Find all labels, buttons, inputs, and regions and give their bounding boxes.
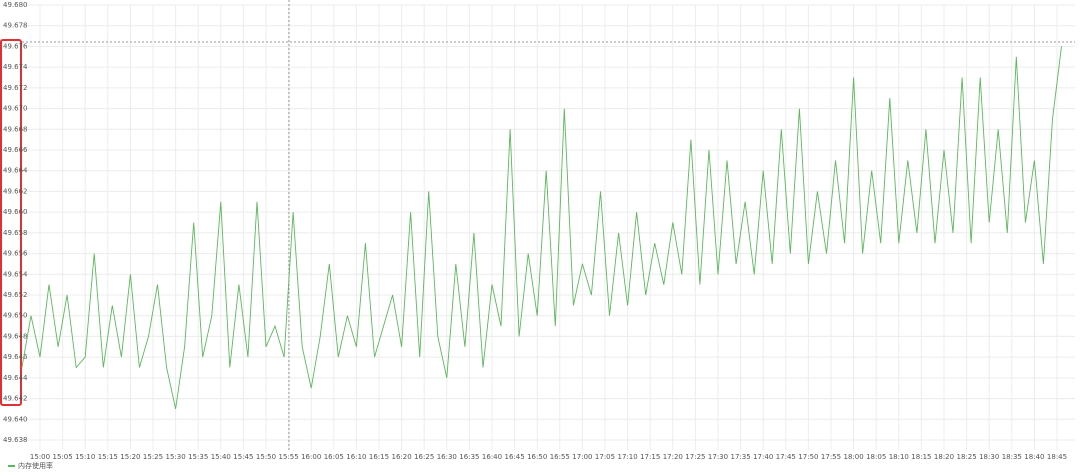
y-tick-label: 49.650 [3,312,28,320]
x-tick-label: 15:10 [75,453,95,461]
x-tick-label: 17:40 [753,453,773,461]
y-tick-label: 49.664 [3,167,28,175]
y-tick-label: 49.672 [3,84,28,92]
x-tick-label: 17:50 [798,453,818,461]
x-tick-label: 16:25 [414,453,434,461]
y-tick-label: 49.668 [3,125,28,133]
legend-label: 内存使用率 [18,461,53,470]
x-tick-label: 16:15 [369,453,389,461]
x-tick-label: 15:05 [53,453,73,461]
x-tick-label: 15:20 [120,453,140,461]
y-tick-label: 49.658 [3,229,28,237]
y-tick-label: 49.648 [3,332,28,340]
y-tick-label: 49.644 [3,374,28,382]
x-tick-label: 17:35 [731,453,751,461]
y-tick-label: 49.642 [3,395,28,403]
x-tick-label: 15:40 [211,453,231,461]
x-tick-label: 17:45 [776,453,796,461]
x-tick-label: 18:05 [866,453,886,461]
x-tick-label: 18:10 [889,453,909,461]
y-tick-label: 49.662 [3,187,28,195]
y-tick-label: 49.678 [3,22,28,30]
x-tick-label: 15:30 [166,453,186,461]
highlight-box [0,39,22,406]
x-tick-label: 17:25 [685,453,705,461]
x-tick-label: 17:15 [640,453,660,461]
y-tick-label: 49.666 [3,146,28,154]
x-tick-label: 17:20 [663,453,683,461]
y-tick-label: 49.674 [3,63,28,71]
x-tick-label: 17:55 [821,453,841,461]
x-tick-label: 16:05 [324,453,344,461]
x-tick-label: 18:30 [979,453,999,461]
x-tick-label: 15:55 [279,453,299,461]
x-tick-label: 16:00 [301,453,321,461]
x-tick-label: 16:20 [392,453,412,461]
x-tick-label: 17:30 [708,453,728,461]
y-tick-label: 49.676 [3,42,28,50]
x-tick-label: 16:55 [550,453,570,461]
x-tick-label: 18:40 [1024,453,1044,461]
x-tick-label: 17:10 [618,453,638,461]
x-tick-label: 15:15 [98,453,118,461]
y-tick-label: 49.640 [3,415,28,423]
y-tick-label: 49.660 [3,208,28,216]
x-tick-label: 15:45 [233,453,253,461]
x-tick-label: 15:00 [30,453,50,461]
y-tick-label: 49.646 [3,353,28,361]
x-tick-label: 17:00 [572,453,592,461]
x-tick-label: 17:05 [595,453,615,461]
x-tick-label: 18:45 [1047,453,1067,461]
x-tick-label: 18:00 [844,453,864,461]
x-tick-label: 16:45 [505,453,525,461]
x-tick-label: 18:25 [957,453,977,461]
y-tick-label: 49.638 [3,436,28,444]
x-tick-label: 15:25 [143,453,163,461]
y-tick-label: 49.652 [3,291,28,299]
y-tick-label: 49.656 [3,250,28,258]
x-tick-label: 16:30 [437,453,457,461]
x-tick-label: 18:35 [1002,453,1022,461]
x-tick-label: 16:50 [527,453,547,461]
x-tick-label: 16:10 [346,453,366,461]
x-tick-label: 18:20 [934,453,954,461]
x-tick-label: 16:35 [459,453,479,461]
y-tick-label: 49.670 [3,105,28,113]
x-tick-label: 16:40 [482,453,502,461]
y-tick-label: 49.680 [3,1,28,9]
x-tick-label: 15:35 [188,453,208,461]
y-tick-label: 49.654 [3,270,28,278]
x-tick-label: 18:15 [911,453,931,461]
series-line [21,46,1062,409]
x-tick-label: 15:50 [256,453,276,461]
